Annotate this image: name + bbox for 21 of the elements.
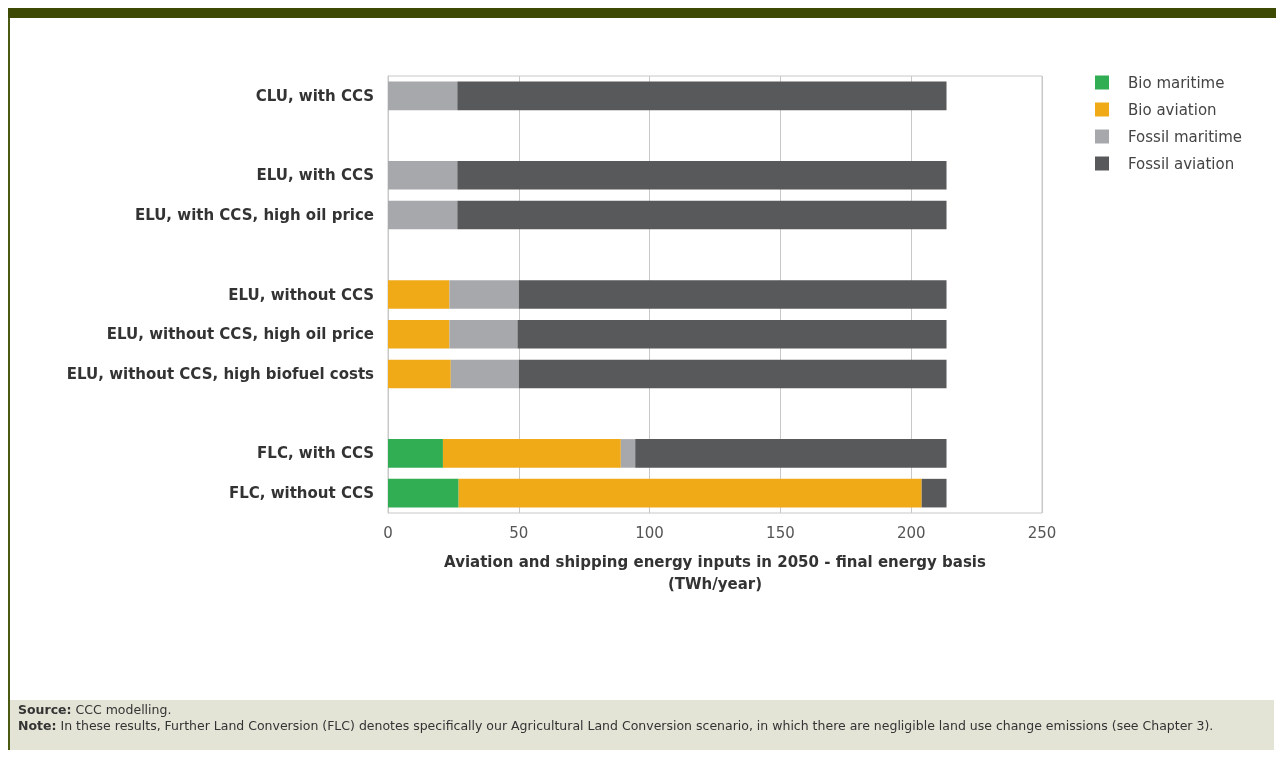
y-tick-label: ELU, without CCS [228, 285, 374, 304]
source-note: Source: CCC modelling. [18, 702, 172, 717]
x-tick-label: 0 [383, 523, 393, 542]
x-tick-label: 50 [509, 523, 529, 542]
legend-label: Bio maritime [1128, 73, 1225, 92]
legend-label: Fossil aviation [1128, 154, 1235, 173]
y-tick-label: FLC, without CCS [228, 484, 374, 503]
legend-label: Fossil maritime [1128, 127, 1243, 146]
y-tick-label: ELU, with CCS, high oil price [134, 206, 374, 225]
x-axis-title: Aviation and shipping energy inputs in 2050 - final energy basis (TWh/year) [444, 553, 987, 593]
y-tick-label: FLC, with CCS [257, 444, 374, 463]
y-tick-label: ELU, with CCS [256, 166, 374, 185]
x-tick-label: 200 [896, 523, 926, 542]
y-tick-label: ELU, without CCS, high biofuel costs [66, 364, 375, 383]
text: Note: In these results, Further Land Conversion (FLC) denotes specifically our Agricultural Land Conversion scenario, in which there are negligible land use change emissions (see Chapter 3). [18, 718, 1214, 733]
x-tick-label: 150 [766, 523, 795, 542]
y-tick-label: CLU, with CCS [255, 86, 374, 105]
legend-label: Bio aviation [1128, 100, 1217, 119]
x-tick-label: 250 [1027, 523, 1057, 542]
x-tick-label: 100 [635, 523, 664, 542]
y-tick-label: ELU, without CCS, high oil price [106, 325, 374, 344]
